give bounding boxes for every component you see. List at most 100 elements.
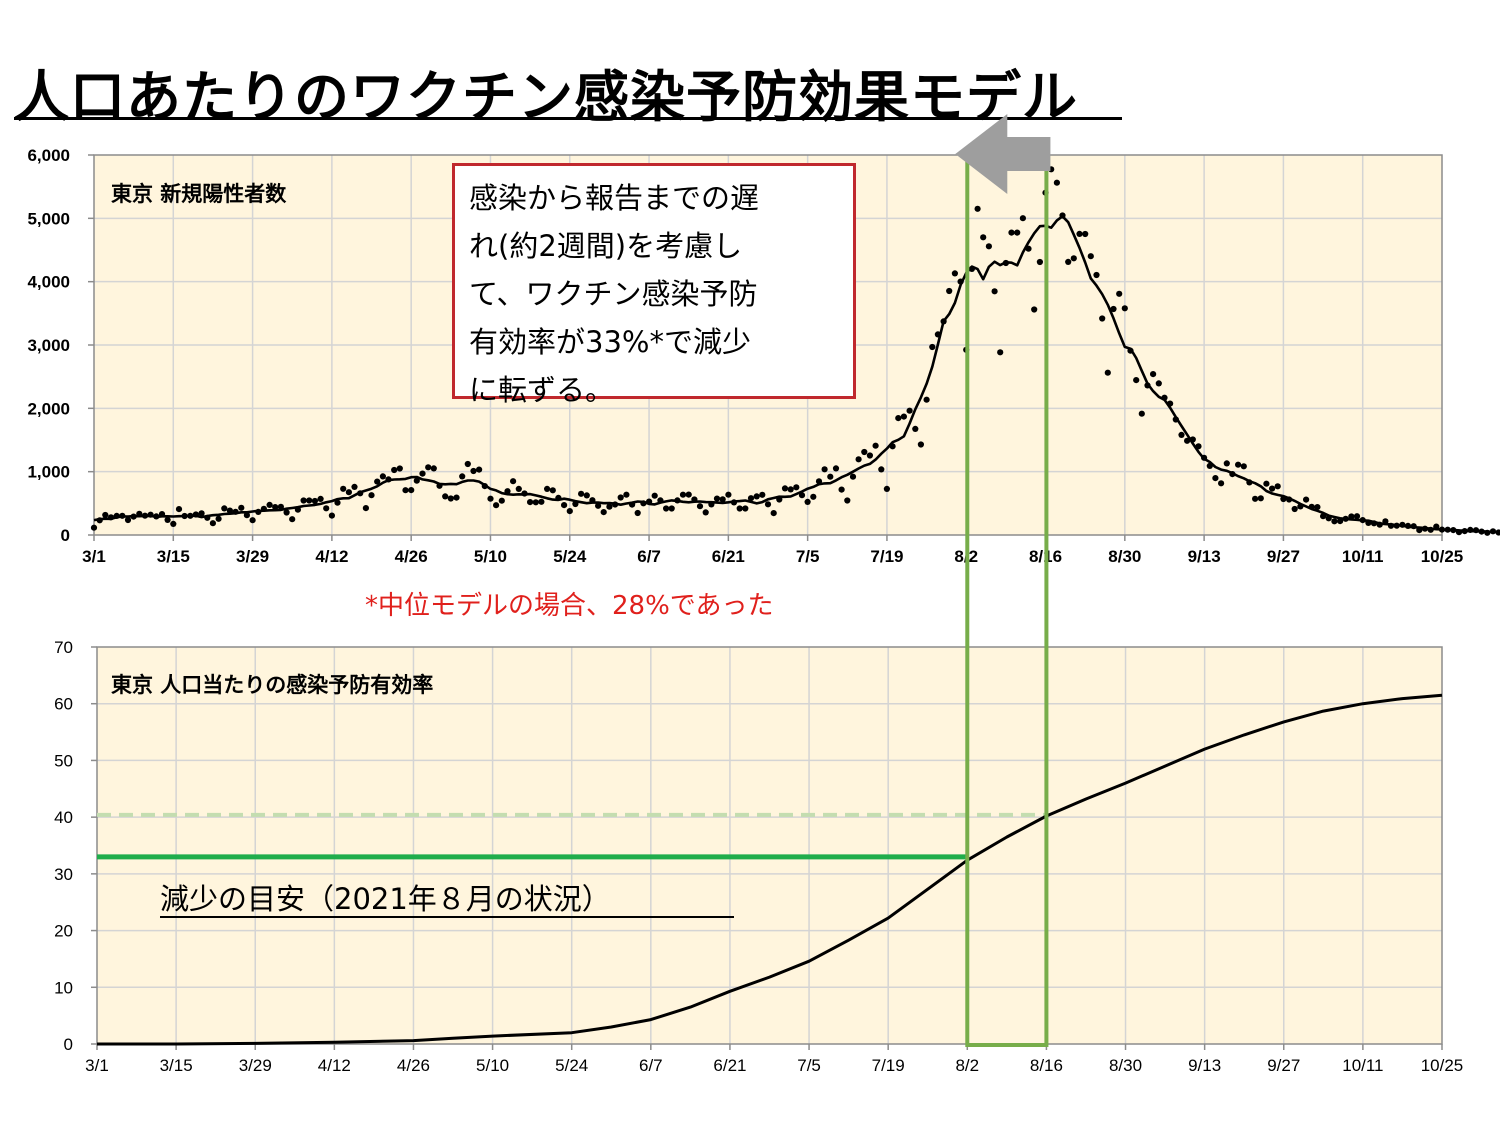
case-point — [1269, 485, 1276, 492]
case-point — [1223, 460, 1230, 467]
case-point — [685, 491, 692, 498]
x-tick-label: 5/24 — [555, 1056, 588, 1075]
y-tick-label: 3,000 — [27, 336, 70, 355]
case-point — [1218, 480, 1225, 487]
case-point — [623, 491, 630, 498]
case-point — [985, 243, 993, 250]
y-tick-label: 6,000 — [27, 146, 70, 165]
case-point — [753, 493, 760, 500]
y-tick-label: 30 — [54, 865, 73, 884]
y-tick-label: 20 — [54, 922, 73, 941]
x-tick-label: 8/30 — [1108, 547, 1141, 566]
case-point — [402, 487, 409, 494]
x-tick-label: 6/7 — [639, 1056, 663, 1075]
case-point — [702, 509, 709, 516]
x-tick-label: 6/7 — [637, 547, 661, 566]
case-point — [725, 491, 732, 498]
case-point — [606, 503, 613, 510]
x-tick-label: 9/13 — [1188, 547, 1221, 566]
case-point — [90, 524, 98, 531]
x-tick-label: 8/2 — [955, 1056, 979, 1075]
case-point — [311, 497, 318, 505]
case-point — [1155, 380, 1162, 387]
case-point — [736, 505, 743, 512]
case-point — [164, 516, 171, 524]
case-point — [453, 494, 460, 501]
case-point — [391, 466, 398, 474]
case-point — [1178, 431, 1185, 438]
x-tick-label: 9/27 — [1267, 547, 1300, 566]
y-tick-label: 0 — [61, 526, 70, 545]
case-point — [340, 485, 347, 492]
x-tick-label: 3/15 — [157, 547, 190, 566]
y-tick-label: 4,000 — [27, 273, 70, 292]
x-tick-label: 7/5 — [797, 1056, 821, 1075]
note-line: て、ワクチン感染予防 — [469, 277, 758, 311]
x-tick-label: 6/21 — [713, 1056, 746, 1075]
note-line: れ(約2週間)を考慮し — [469, 229, 743, 263]
case-point — [810, 493, 817, 500]
case-point — [1008, 229, 1015, 236]
case-point — [272, 504, 279, 511]
case-point — [459, 473, 466, 480]
case-point — [561, 502, 568, 509]
case-point — [1353, 513, 1361, 520]
case-point — [1263, 480, 1270, 487]
case-point — [855, 456, 862, 463]
case-point — [1104, 369, 1111, 376]
case-point — [470, 467, 477, 475]
y-tick-label: 2,000 — [27, 399, 70, 418]
x-tick-label: 4/26 — [397, 1056, 430, 1075]
case-point — [527, 499, 534, 506]
case-point — [1099, 315, 1106, 322]
case-point — [532, 499, 539, 506]
case-point — [124, 516, 132, 524]
case-point — [425, 464, 432, 471]
x-tick-label: 7/19 — [870, 547, 903, 566]
case-point — [668, 505, 675, 512]
case-point — [566, 508, 573, 515]
case-point — [283, 509, 290, 516]
case-point — [413, 477, 420, 484]
case-point — [1150, 371, 1157, 378]
x-tick-label: 4/12 — [315, 547, 348, 566]
x-tick-label: 8/30 — [1109, 1056, 1142, 1075]
plot-border — [96, 646, 1443, 1045]
case-point — [883, 485, 891, 492]
case-point — [198, 510, 205, 517]
case-point — [804, 498, 811, 505]
x-tick-label: 5/24 — [553, 547, 587, 566]
reference-label: 減少の目安（2021年８月の状況） — [160, 882, 611, 916]
case-point — [362, 505, 369, 512]
case-point — [266, 501, 273, 508]
case-point — [351, 483, 358, 490]
case-point — [221, 505, 228, 512]
chart-title: 東京 新規陽性者数 — [111, 182, 287, 206]
case-point — [651, 492, 658, 499]
x-tick-label: 4/12 — [318, 1056, 351, 1075]
x-tick-label: 5/10 — [476, 1056, 509, 1075]
case-point — [170, 520, 177, 528]
y-tick-label: 70 — [54, 638, 73, 657]
case-point — [600, 508, 607, 516]
case-point — [878, 466, 885, 473]
y-tick-label: 40 — [54, 808, 73, 827]
case-point — [374, 478, 381, 485]
case-point — [849, 473, 857, 480]
case-point — [1082, 230, 1089, 238]
x-tick-label: 3/15 — [160, 1056, 193, 1075]
case-point — [493, 502, 500, 509]
case-point — [696, 503, 704, 510]
chart-vaccine-effectiveness: 3/1 3/15 3/29 4/12 4/26 5/10 5/24 6/7 6/21 7/5 7/1… — [54, 638, 1463, 1075]
case-point — [900, 413, 908, 420]
x-tick-label: 10/11 — [1342, 1056, 1383, 1075]
case-point — [872, 442, 879, 449]
case-point — [578, 490, 585, 497]
case-point — [476, 466, 483, 473]
case-point — [1093, 271, 1100, 279]
x-tick-label: 7/5 — [796, 547, 820, 566]
case-point — [1070, 255, 1077, 262]
case-point — [1053, 179, 1060, 186]
x-tick-label: 3/1 — [82, 547, 106, 566]
case-point — [1257, 495, 1264, 502]
